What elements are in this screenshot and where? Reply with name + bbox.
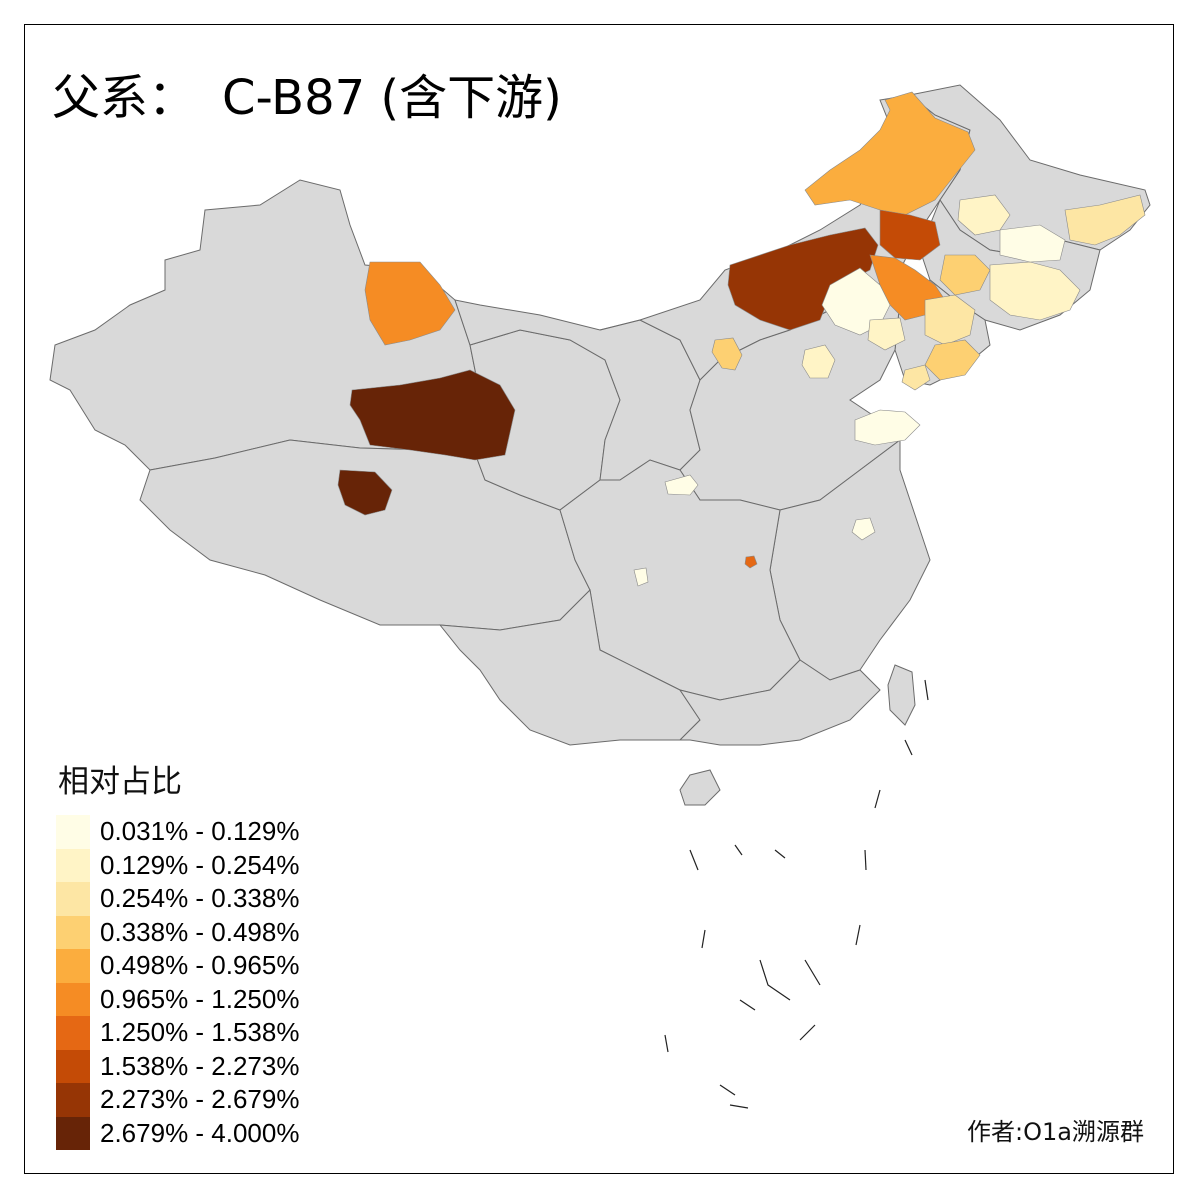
legend-swatch (56, 949, 90, 983)
legend-swatch (56, 848, 90, 882)
region-dalian (901, 364, 931, 391)
region-jiangsu (851, 517, 876, 541)
legend-label: 0.031% - 0.129% (100, 816, 300, 847)
province-hainan (679, 769, 721, 806)
region-shandong (854, 409, 921, 446)
legend-swatch (56, 1016, 90, 1050)
legend-swatch (56, 815, 90, 849)
region-henan-south (744, 555, 758, 569)
legend-item: 0.498% - 0.965% (56, 949, 299, 983)
legend-swatch (56, 1049, 90, 1083)
legend-label: 1.538% - 2.273% (100, 1050, 300, 1081)
region-heilongjiang-north (957, 194, 1011, 236)
province-taiwan (887, 664, 916, 726)
legend-item: 1.538% - 2.273% (56, 1049, 300, 1083)
legend-title: 相对占比 (58, 764, 182, 800)
legend-item: 1.250% - 1.538% (56, 1016, 299, 1050)
region-xilingol (879, 209, 941, 261)
legend-rows: 0.031% - 0.129% 0.129% - 0.254% 0.254% - 0… (56, 815, 299, 1150)
region-jilin-west (939, 254, 991, 296)
region-gansu-east (664, 474, 699, 496)
legend-swatch (56, 882, 90, 916)
legend-item: 2.679% - 4.000% (56, 1116, 300, 1150)
region-hebei-east (867, 317, 906, 351)
legend-swatch (56, 1116, 90, 1150)
legend-label: 0.965% - 1.250% (100, 983, 300, 1014)
province-south-china (678, 659, 881, 746)
legend-label: 2.679% - 4.000% (100, 1117, 300, 1148)
region-heilongjiang-central (999, 224, 1066, 263)
legend-label: 0.338% - 0.498% (100, 916, 300, 947)
region-sichuan-east (633, 567, 649, 587)
colored-regions (337, 91, 1146, 587)
legend-item: 0.965% - 1.250% (56, 982, 300, 1016)
legend-label: 1.250% - 1.538% (100, 1017, 300, 1048)
legend-item: 0.129% - 0.254% (56, 848, 300, 882)
south-china-sea-islands (664, 679, 929, 1109)
legend-label: 0.498% - 0.965% (100, 950, 300, 981)
region-tibet-north (337, 469, 393, 516)
author-credit: 作者:O1a溯源群 (967, 1118, 1144, 1146)
region-xinjiang-north (364, 261, 456, 346)
legend-item: 0.031% - 0.129% (56, 815, 299, 849)
region-heilongjiang-east (1064, 194, 1146, 246)
legend-item: 0.338% - 0.498% (56, 915, 300, 949)
legend-swatch (56, 982, 90, 1016)
legend-swatch (56, 1083, 90, 1117)
legend-label: 0.254% - 0.338% (100, 883, 300, 914)
base-provinces (49, 84, 1151, 806)
legend-item: 2.273% - 2.679% (56, 1083, 299, 1117)
legend-item: 0.254% - 0.338% (56, 882, 299, 916)
legend: 相对占比 0.031% - 0.129% 0.129% - 0.254% 0.254… (56, 756, 299, 1150)
region-shanxi-north (801, 344, 836, 379)
legend-swatch (56, 915, 90, 949)
title-name: C-B87 (含下游) (222, 70, 562, 126)
title-prefix: 父系： (52, 70, 197, 126)
region-qinghai-west (349, 369, 516, 461)
legend-label: 0.129% - 0.254% (100, 849, 300, 880)
legend-label: 2.273% - 2.679% (100, 1084, 300, 1115)
region-alxa-south (711, 337, 743, 371)
map-title: 父系： C-B87 (含下游) (52, 58, 562, 128)
region-jilin-central (989, 261, 1081, 321)
